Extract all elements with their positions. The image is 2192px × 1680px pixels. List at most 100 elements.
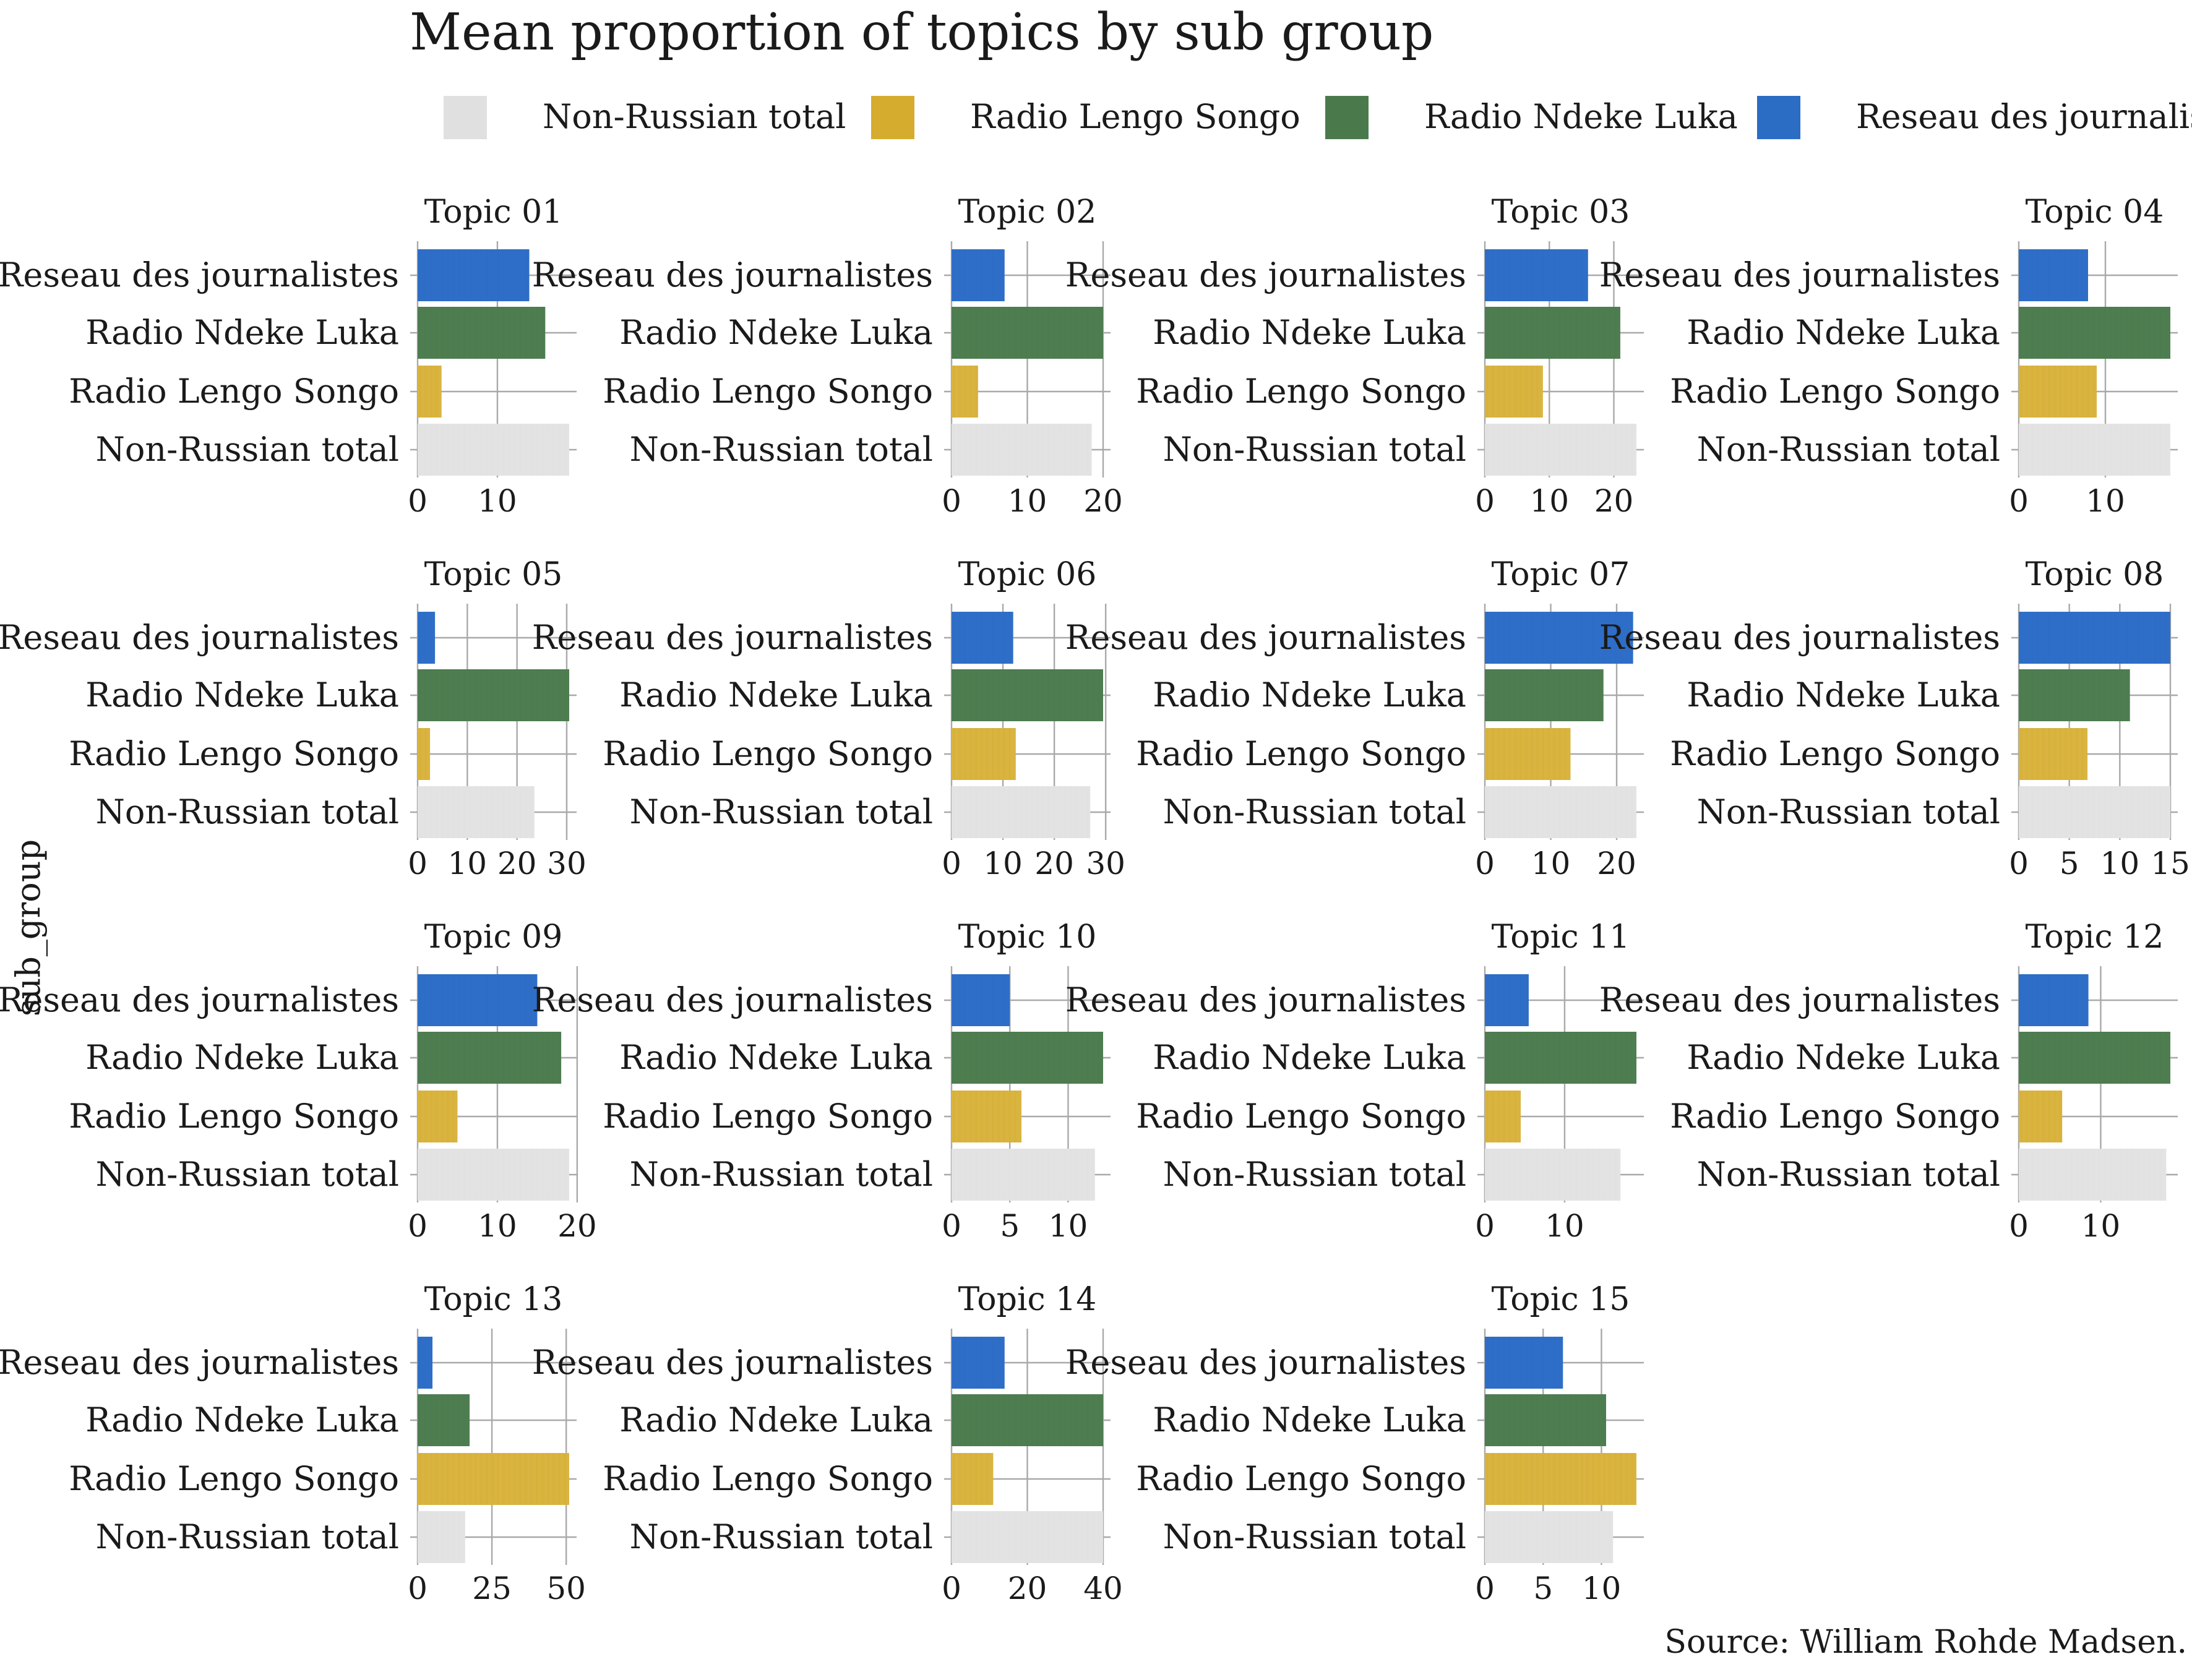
panel-title: Topic 01 <box>424 194 563 231</box>
panel-topic-13: Topic 13 Reseau des journalistes Radio Nde… <box>0 1281 586 1606</box>
bar-radio-lengo-songo <box>1485 1453 1636 1505</box>
tick-label: 25 <box>472 1571 512 1606</box>
legend-label: Reseau des journalistes <box>1856 97 2192 136</box>
bar-radio-ndeke-luka <box>952 307 1103 359</box>
bar-reseau-des-journalistes <box>418 249 530 301</box>
category-label: Non-Russian total <box>630 430 933 469</box>
bar-reseau-des-journalistes <box>2019 249 2088 301</box>
tick-label: 10 <box>478 1208 517 1244</box>
bar-reseau-des-journalistes <box>418 974 538 1026</box>
bar-non-russian-total <box>1485 1149 1621 1201</box>
panel-topic-09: Topic 09 Reseau des journalistes Radio Nde… <box>0 919 597 1244</box>
category-label: Non-Russian total <box>630 1155 933 1194</box>
bar-non-russian-total <box>952 1511 1103 1563</box>
panel-topic-08: Topic 08 Reseau des journalistes Radio Nde… <box>1599 556 2190 881</box>
bar-radio-ndeke-luka <box>952 1394 1103 1446</box>
category-label: Radio Lengo Songo <box>1670 734 2000 773</box>
bar-radio-ndeke-luka <box>2019 307 2170 359</box>
panel-topic-01: Topic 01 Reseau des journalistes Radio Nde… <box>0 194 577 519</box>
tick-label: 10 <box>1049 1208 1088 1244</box>
tick-label: 0 <box>942 1208 961 1244</box>
category-label: Non-Russian total <box>630 1517 933 1556</box>
tick-label: 10 <box>1008 483 1047 519</box>
legend-label: Non-Russian total <box>543 97 846 136</box>
panel-topic-04: Topic 04 Reseau des journalistes Radio Nde… <box>1599 194 2178 519</box>
legend-label: Radio Ndeke Luka <box>1424 97 1738 136</box>
category-label: Radio Lengo Songo <box>1136 734 1466 773</box>
tick-label: 5 <box>1533 1571 1553 1606</box>
panel-title: Topic 08 <box>2026 556 2164 593</box>
tick-label: 0 <box>408 846 428 881</box>
tick-label: 0 <box>408 483 428 519</box>
category-label: Radio Ndeke Luka <box>85 1400 399 1439</box>
panel-title: Topic 12 <box>2026 919 2164 956</box>
bar-reseau-des-journalistes <box>1485 612 1633 664</box>
bar-radio-ndeke-luka <box>418 1394 470 1446</box>
category-label: Reseau des journalistes <box>0 255 399 294</box>
category-label: Non-Russian total <box>1163 792 1466 831</box>
bar-non-russian-total <box>952 786 1091 838</box>
bar-non-russian-total <box>418 1149 569 1201</box>
facet-panels: Topic 01 Reseau des journalistes Radio Nde… <box>0 194 2190 1606</box>
panel-title: Topic 11 <box>1492 919 1630 956</box>
category-label: Radio Ndeke Luka <box>619 1400 933 1439</box>
category-label: Reseau des journalistes <box>0 618 399 657</box>
category-label: Non-Russian total <box>96 1517 399 1556</box>
legend-item-non-russian-total: Non-Russian total <box>444 96 846 139</box>
chart-title: Mean proportion of topics by sub group <box>410 3 1433 62</box>
legend-swatch <box>1757 96 1800 139</box>
bar-non-russian-total <box>418 424 569 476</box>
category-label: Radio Lengo Songo <box>1670 1097 2000 1136</box>
category-label: Radio Lengo Songo <box>69 372 399 411</box>
category-label: Reseau des journalistes <box>1599 255 2000 294</box>
category-label: Radio Ndeke Luka <box>1153 675 1466 714</box>
tick-label: 0 <box>1475 483 1495 519</box>
category-label: Radio Lengo Songo <box>1136 1097 1466 1136</box>
panel-title: Topic 07 <box>1492 556 1630 593</box>
bar-reseau-des-journalistes <box>952 612 1013 664</box>
category-label: Radio Ndeke Luka <box>619 675 933 714</box>
category-label: Radio Lengo Songo <box>1670 372 2000 411</box>
category-label: Non-Russian total <box>1697 792 2000 831</box>
category-label: Non-Russian total <box>1697 1155 2000 1194</box>
tick-label: 0 <box>408 1571 428 1606</box>
category-label: Radio Ndeke Luka <box>1687 675 2000 714</box>
category-label: Reseau des journalistes <box>532 1343 933 1382</box>
tick-label: 10 <box>983 846 1023 881</box>
bar-radio-lengo-songo <box>1485 366 1543 418</box>
bar-non-russian-total <box>418 1511 465 1563</box>
panel-topic-10: Topic 10 Reseau des journalistes Radio Nde… <box>532 919 1111 1244</box>
tick-label: 5 <box>1000 1208 1020 1244</box>
category-label: Radio Lengo Songo <box>69 1097 399 1136</box>
tick-label: 20 <box>1597 846 1636 881</box>
tick-label: 10 <box>1529 483 1569 519</box>
bar-radio-ndeke-luka <box>2019 669 2130 721</box>
tick-label: 20 <box>557 1208 597 1244</box>
bar-radio-lengo-songo <box>2019 366 2097 418</box>
panel-title: Topic 05 <box>424 556 563 593</box>
bar-reseau-des-journalistes <box>952 974 1010 1026</box>
panel-title: Topic 09 <box>424 919 563 956</box>
panel-topic-11: Topic 11 Reseau des journalistes Radio Nde… <box>1065 919 1644 1244</box>
bar-radio-lengo-songo <box>952 728 1016 780</box>
tick-label: 0 <box>2009 483 2029 519</box>
tick-label: 20 <box>497 846 537 881</box>
bar-radio-lengo-songo <box>418 1091 458 1142</box>
tick-label: 30 <box>547 846 587 881</box>
category-label: Radio Lengo Songo <box>603 1097 933 1136</box>
category-label: Radio Ndeke Luka <box>1153 1038 1466 1077</box>
bar-non-russian-total <box>2019 786 2170 838</box>
category-label: Radio Lengo Songo <box>69 734 399 773</box>
category-label: Radio Ndeke Luka <box>85 1038 399 1077</box>
tick-label: 0 <box>942 846 961 881</box>
category-label: Reseau des journalistes <box>532 255 933 294</box>
tick-label: 10 <box>1582 1571 1622 1606</box>
bar-radio-lengo-songo <box>418 366 442 418</box>
category-label: Radio Lengo Songo <box>1136 372 1466 411</box>
category-label: Reseau des journalistes <box>0 1343 399 1382</box>
bar-radio-ndeke-luka <box>952 1032 1103 1084</box>
category-label: Non-Russian total <box>1163 430 1466 469</box>
tick-label: 30 <box>1086 846 1125 881</box>
panel-title: Topic 02 <box>958 194 1097 231</box>
